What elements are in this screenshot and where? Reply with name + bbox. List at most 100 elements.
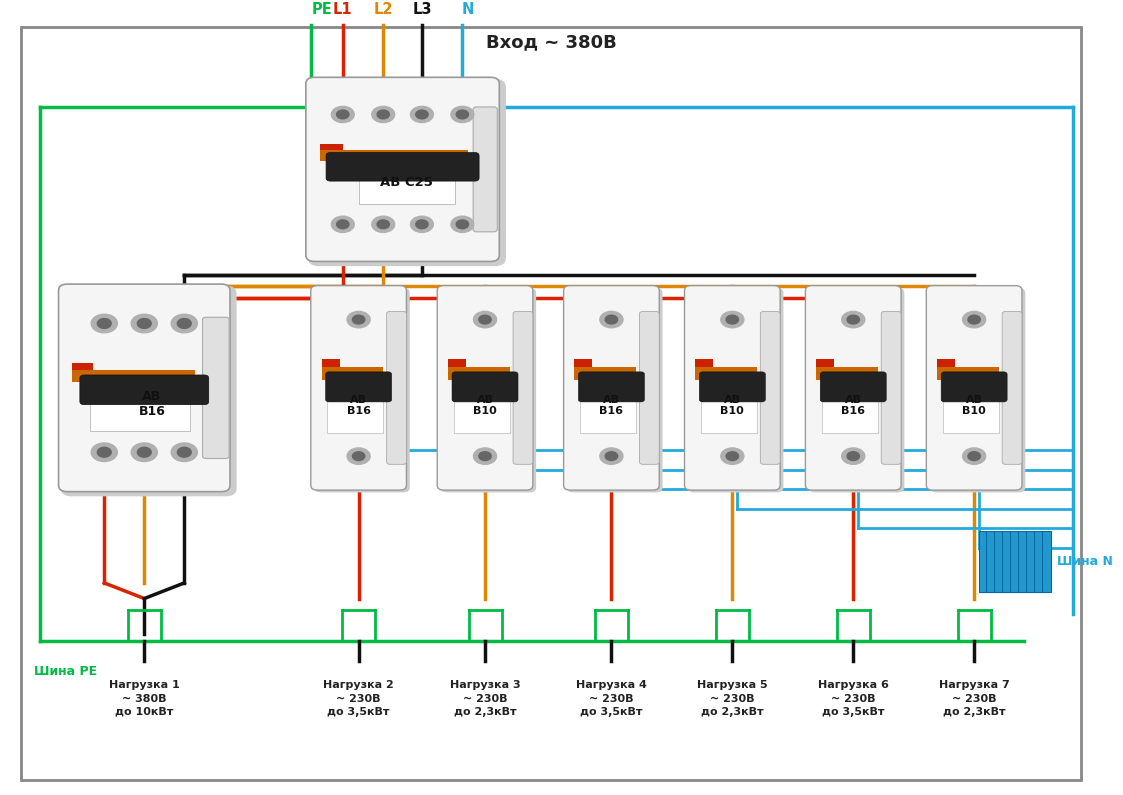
- FancyBboxPatch shape: [61, 285, 237, 496]
- Circle shape: [177, 448, 191, 457]
- Circle shape: [347, 448, 371, 464]
- Bar: [320, 149, 467, 161]
- Bar: [91, 378, 191, 431]
- Circle shape: [372, 216, 394, 232]
- Circle shape: [137, 319, 152, 328]
- Bar: [72, 363, 93, 370]
- FancyBboxPatch shape: [453, 372, 518, 402]
- FancyBboxPatch shape: [473, 107, 497, 232]
- FancyBboxPatch shape: [809, 288, 904, 492]
- Text: АВ
В16: АВ В16: [841, 394, 865, 417]
- Circle shape: [456, 220, 468, 229]
- Circle shape: [968, 452, 980, 460]
- FancyBboxPatch shape: [820, 372, 886, 402]
- Text: АВ
В16: АВ В16: [138, 390, 165, 418]
- Text: Нагрузка 1
~ 380В
до 10кВт: Нагрузка 1 ~ 380В до 10кВт: [109, 681, 180, 717]
- FancyBboxPatch shape: [326, 153, 480, 181]
- Circle shape: [337, 110, 349, 118]
- Text: L3: L3: [412, 2, 431, 17]
- FancyBboxPatch shape: [978, 531, 987, 591]
- Circle shape: [605, 315, 618, 324]
- Circle shape: [372, 107, 394, 122]
- Circle shape: [331, 216, 354, 232]
- FancyBboxPatch shape: [687, 288, 784, 492]
- Text: Нагрузка 7
~ 230В
до 2,3кВт: Нагрузка 7 ~ 230В до 2,3кВт: [939, 681, 1010, 717]
- Circle shape: [416, 110, 428, 118]
- Circle shape: [605, 452, 618, 460]
- FancyBboxPatch shape: [564, 285, 659, 490]
- Text: L2: L2: [374, 2, 393, 17]
- Circle shape: [962, 312, 986, 328]
- FancyBboxPatch shape: [437, 285, 532, 490]
- FancyBboxPatch shape: [760, 312, 780, 464]
- Bar: [321, 359, 339, 367]
- Circle shape: [337, 220, 349, 229]
- FancyBboxPatch shape: [578, 372, 645, 402]
- FancyBboxPatch shape: [513, 312, 532, 464]
- Circle shape: [98, 319, 111, 328]
- Text: Вход ~ 380В: Вход ~ 380В: [485, 33, 617, 51]
- Circle shape: [842, 312, 865, 328]
- Circle shape: [137, 448, 152, 457]
- Text: L1: L1: [334, 2, 353, 17]
- Circle shape: [842, 448, 865, 464]
- Circle shape: [727, 315, 739, 324]
- Text: Нагрузка 2
~ 230В
до 3,5кВт: Нагрузка 2 ~ 230В до 3,5кВт: [323, 681, 394, 717]
- FancyBboxPatch shape: [314, 288, 410, 492]
- Bar: [816, 359, 834, 367]
- FancyBboxPatch shape: [202, 317, 229, 459]
- FancyBboxPatch shape: [926, 285, 1022, 490]
- Bar: [574, 359, 593, 367]
- Circle shape: [456, 110, 468, 118]
- Circle shape: [847, 452, 859, 460]
- Circle shape: [847, 315, 859, 324]
- FancyBboxPatch shape: [1002, 312, 1022, 464]
- Circle shape: [377, 110, 390, 118]
- Circle shape: [721, 312, 743, 328]
- Circle shape: [411, 107, 433, 122]
- Circle shape: [377, 220, 390, 229]
- FancyBboxPatch shape: [995, 531, 1003, 591]
- FancyBboxPatch shape: [700, 372, 765, 402]
- Circle shape: [451, 107, 474, 122]
- Text: АВ
В16: АВ В16: [600, 394, 623, 417]
- FancyBboxPatch shape: [1019, 531, 1028, 591]
- Text: АВ
В10: АВ В10: [473, 394, 496, 417]
- Text: Нагрузка 3
~ 230В
до 2,3кВт: Нагрузка 3 ~ 230В до 2,3кВт: [449, 681, 520, 717]
- Circle shape: [131, 314, 157, 333]
- Bar: [695, 359, 713, 367]
- FancyBboxPatch shape: [685, 285, 780, 490]
- Bar: [822, 378, 878, 432]
- Circle shape: [451, 216, 474, 232]
- FancyBboxPatch shape: [941, 372, 1007, 402]
- Bar: [574, 367, 636, 380]
- Circle shape: [968, 315, 980, 324]
- Circle shape: [478, 452, 491, 460]
- FancyBboxPatch shape: [80, 375, 209, 405]
- FancyBboxPatch shape: [1003, 531, 1012, 591]
- FancyBboxPatch shape: [305, 77, 500, 262]
- FancyBboxPatch shape: [311, 285, 407, 490]
- Circle shape: [600, 448, 623, 464]
- Circle shape: [171, 443, 198, 462]
- Bar: [72, 370, 195, 382]
- Circle shape: [353, 315, 365, 324]
- FancyBboxPatch shape: [986, 531, 995, 591]
- Bar: [937, 367, 998, 380]
- FancyBboxPatch shape: [930, 288, 1025, 492]
- FancyBboxPatch shape: [639, 312, 659, 464]
- FancyBboxPatch shape: [1042, 531, 1051, 591]
- Circle shape: [171, 314, 198, 333]
- Circle shape: [962, 448, 986, 464]
- Bar: [701, 378, 757, 432]
- Bar: [937, 359, 956, 367]
- FancyBboxPatch shape: [1026, 531, 1035, 591]
- FancyBboxPatch shape: [805, 285, 901, 490]
- FancyBboxPatch shape: [1011, 531, 1020, 591]
- Circle shape: [331, 107, 354, 122]
- Text: Нагрузка 5
~ 230В
до 2,3кВт: Нагрузка 5 ~ 230В до 2,3кВт: [697, 681, 768, 717]
- Circle shape: [177, 319, 191, 328]
- Circle shape: [416, 220, 428, 229]
- Bar: [581, 378, 636, 432]
- Bar: [943, 378, 998, 432]
